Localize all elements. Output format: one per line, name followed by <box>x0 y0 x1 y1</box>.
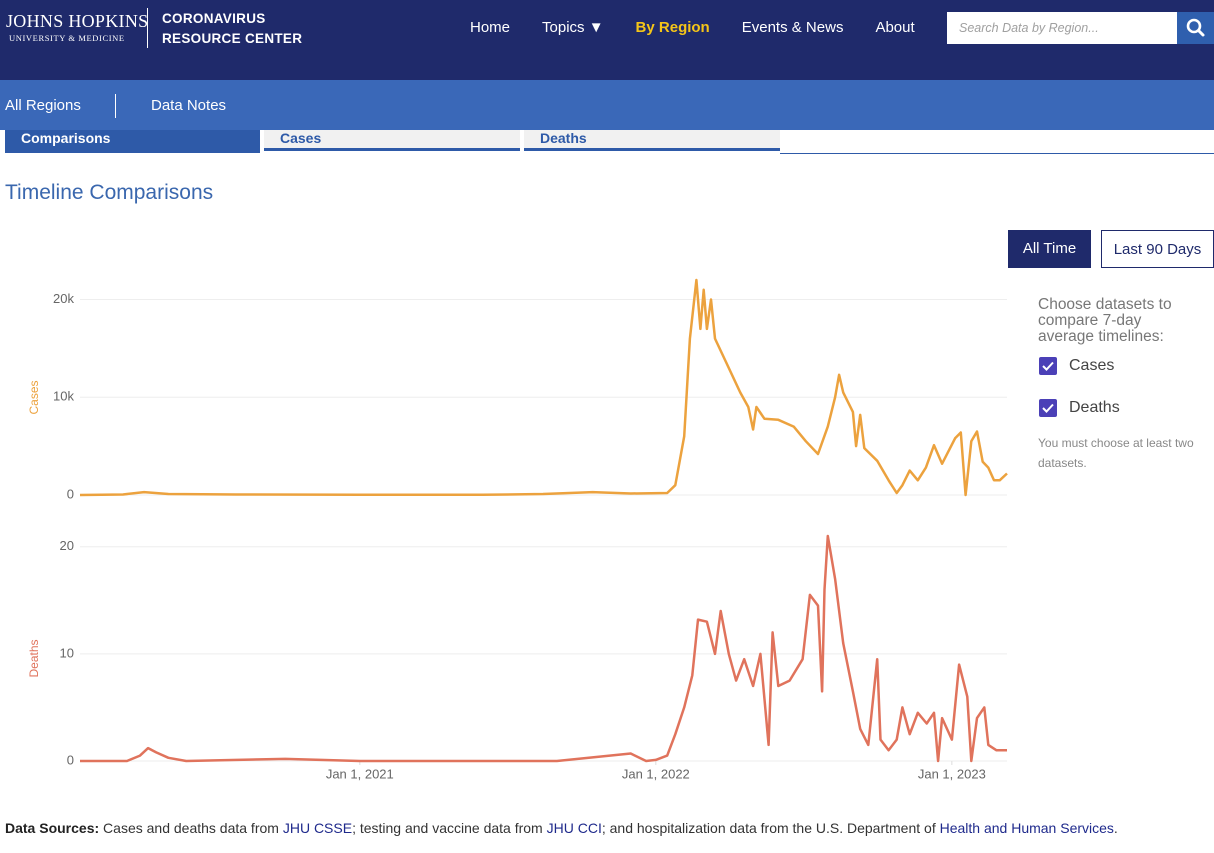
search-icon <box>1186 18 1205 37</box>
dataset-note: You must choose at least two datasets. <box>1038 436 1194 470</box>
charts: 0 10k 20k Cases 0 10 20 Jan 1, 2021 Jan 1, 2022 J… <box>27 278 1008 781</box>
tab[interactable]: Comparisons <box>5 130 260 153</box>
range-button[interactable]: Last 90 Days <box>1101 230 1214 268</box>
search-input[interactable]: Search Data by Region... <box>947 12 1177 44</box>
site-name[interactable]: RESOURCE CENTER <box>162 31 303 46</box>
footer: Data Sources: Cases and deaths data from… <box>5 820 1118 836</box>
y-axis-label: Deaths <box>27 639 41 677</box>
divider <box>147 8 148 48</box>
site-name[interactable]: CORONAVIRUS <box>162 11 266 26</box>
nav-link[interactable]: About <box>875 19 915 36</box>
dataset-option[interactable]: Deaths <box>1039 399 1120 417</box>
search-button[interactable] <box>1177 12 1214 44</box>
x-tick-label: Jan 1, 2022 <box>622 766 690 781</box>
divider <box>115 94 116 118</box>
subnav-link[interactable]: Data Notes <box>151 97 227 114</box>
footer-text: . <box>1113 820 1118 836</box>
line-series <box>80 534 1007 763</box>
footer-label: Data Sources: <box>5 820 100 836</box>
line-series <box>79 278 1008 497</box>
checkbox[interactable] <box>1039 357 1057 375</box>
x-tick-label: Jan 1, 2021 <box>326 766 394 781</box>
footer-text: ; and hospitalization data from the U.S.… <box>601 820 940 836</box>
nav-link[interactable]: By Region <box>635 19 710 36</box>
checkbox[interactable] <box>1039 399 1057 417</box>
footer-link[interactable]: Health and Human Services <box>939 820 1114 836</box>
y-axis-label: Cases <box>27 380 41 414</box>
option-label: Cases <box>1069 357 1115 374</box>
nav-link[interactable]: Topics ▼ <box>542 19 604 36</box>
y-tick-label: 10 <box>60 645 74 660</box>
footer-text: Cases and deaths data from <box>99 820 283 836</box>
main-nav: Home Topics ▼ By Region Events & News About <box>470 19 915 36</box>
check-mark <box>1042 361 1054 371</box>
dataset-option[interactable]: Cases <box>1039 357 1114 375</box>
option-label: Deaths <box>1069 399 1120 416</box>
footer-link[interactable]: JHU CSSE <box>282 820 353 836</box>
logo[interactable]: JOHNS HOPKINS <box>6 11 149 31</box>
dataset-prompt: Choose datasets to compare 7-day average… <box>1038 296 1172 345</box>
y-tick-label: 20 <box>60 538 74 553</box>
subnav-link[interactable]: All Regions <box>5 97 81 114</box>
tab[interactable]: Deaths <box>524 130 780 151</box>
tab-underline <box>780 153 1214 154</box>
y-tick-label: 10k <box>53 389 74 404</box>
logo-subtitle: UNIVERSITY & MEDICINE <box>9 33 125 43</box>
sub-nav <box>0 80 1214 130</box>
y-tick-label: 0 <box>67 752 74 767</box>
x-tick-label: Jan 1, 2023 <box>918 766 986 781</box>
y-tick-label: 0 <box>67 486 74 501</box>
footer-link[interactable]: JHU CCI <box>546 820 602 836</box>
range-button[interactable]: All Time <box>1008 230 1091 268</box>
nav-link[interactable]: Home <box>470 19 511 36</box>
nav-link[interactable]: Events & News <box>741 19 844 36</box>
footer-text: ; testing and vaccine data from <box>352 820 547 836</box>
check-mark <box>1042 403 1054 413</box>
tab[interactable]: Cases <box>264 130 520 151</box>
y-tick-label: 20k <box>53 291 74 306</box>
page-title: Timeline Comparisons <box>5 181 214 204</box>
